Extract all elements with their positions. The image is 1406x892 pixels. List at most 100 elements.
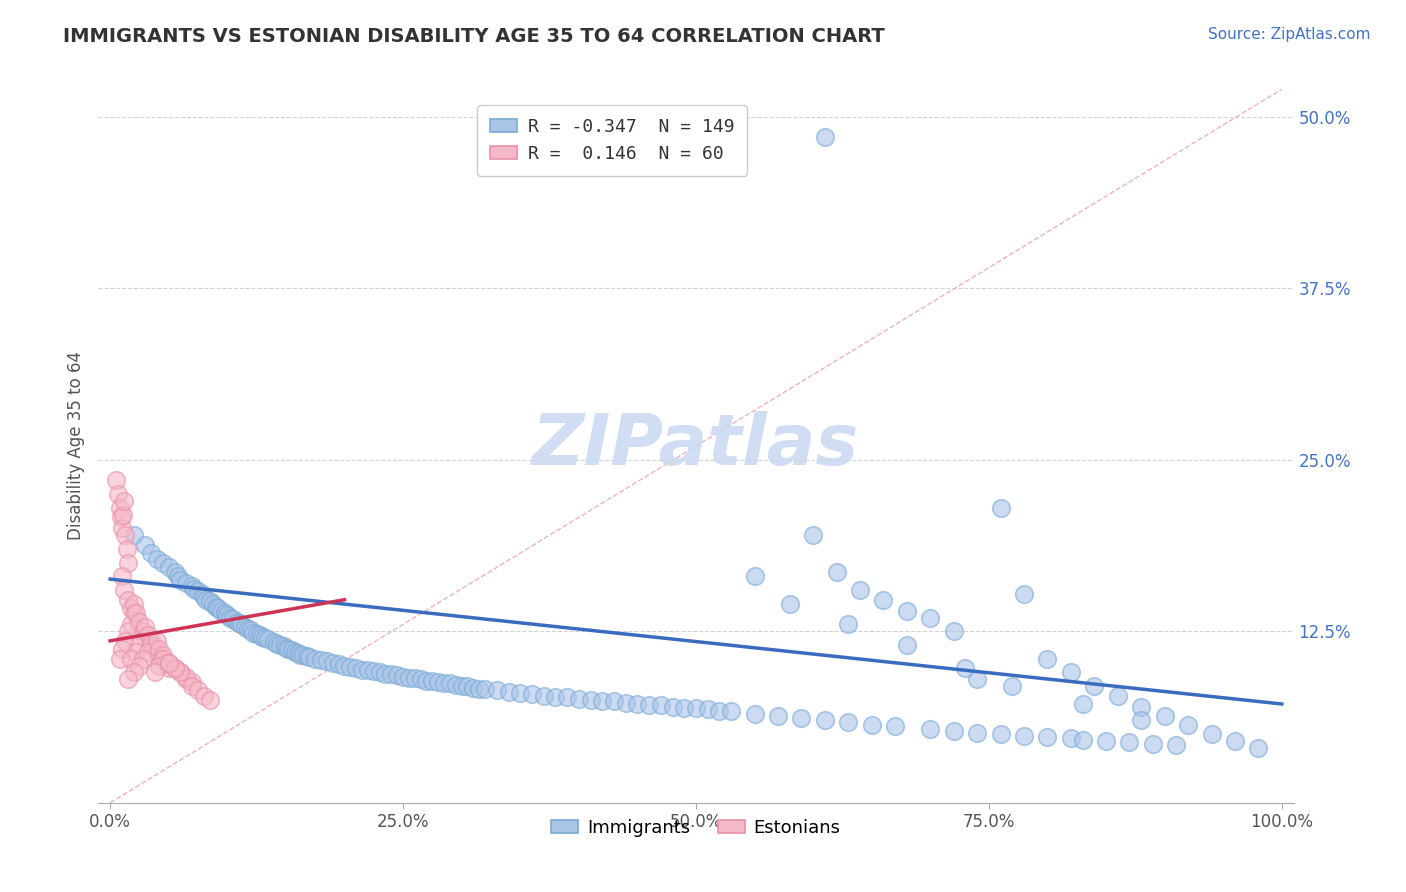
Point <box>134 631 156 645</box>
Point <box>274 640 297 655</box>
Point <box>120 617 142 632</box>
Point <box>115 541 138 556</box>
Point <box>112 508 135 522</box>
Point <box>169 665 191 680</box>
Point <box>187 584 209 599</box>
Point <box>744 569 766 583</box>
Point <box>157 661 180 675</box>
Point <box>520 687 543 701</box>
Point <box>1095 734 1118 748</box>
Point <box>790 711 813 725</box>
Point <box>344 661 367 675</box>
Point <box>1012 587 1035 601</box>
Point <box>295 648 318 663</box>
Point <box>591 694 613 708</box>
Point <box>433 676 456 690</box>
Point <box>288 648 311 662</box>
Point <box>1012 729 1035 743</box>
Point <box>114 633 136 648</box>
Point <box>257 632 280 647</box>
Point <box>143 642 166 657</box>
Point <box>485 683 508 698</box>
Point <box>152 648 174 662</box>
Point <box>207 601 229 615</box>
Point <box>141 633 163 648</box>
Point <box>456 679 478 693</box>
Point <box>108 500 131 515</box>
Point <box>1130 714 1153 728</box>
Point <box>141 546 163 560</box>
Point <box>202 597 225 611</box>
Point <box>568 691 591 706</box>
Point <box>444 678 467 692</box>
Point <box>174 669 197 683</box>
Point <box>1071 732 1094 747</box>
Point <box>404 671 426 685</box>
Point <box>132 651 155 665</box>
Point <box>128 638 150 652</box>
Point <box>368 665 391 680</box>
Point <box>298 650 321 665</box>
Point <box>287 646 309 660</box>
Point <box>544 690 567 705</box>
Point <box>849 583 872 598</box>
Point <box>779 597 801 611</box>
Point <box>187 683 209 698</box>
Point <box>233 620 256 634</box>
Point <box>709 704 731 718</box>
Point <box>1083 679 1105 693</box>
Point <box>132 624 155 639</box>
Point <box>555 690 578 705</box>
Point <box>942 724 965 739</box>
Point <box>146 648 169 662</box>
Point <box>509 686 531 700</box>
Point <box>152 651 174 665</box>
Point <box>955 661 977 675</box>
Point <box>105 473 128 487</box>
Point <box>112 583 135 598</box>
Point <box>155 656 177 670</box>
Point <box>1036 651 1059 665</box>
Point <box>439 676 461 690</box>
Point <box>136 645 159 659</box>
Point <box>122 665 145 680</box>
Point <box>339 660 361 674</box>
Point <box>112 494 135 508</box>
Point <box>148 642 170 657</box>
Point <box>638 698 661 713</box>
Point <box>218 610 240 624</box>
Point <box>134 538 156 552</box>
Point <box>107 487 129 501</box>
Point <box>111 521 134 535</box>
Point <box>181 679 204 693</box>
Point <box>650 698 672 713</box>
Point <box>860 717 883 731</box>
Point <box>385 668 409 682</box>
Point <box>392 669 415 683</box>
Point <box>920 610 942 624</box>
Point <box>1130 699 1153 714</box>
Point <box>193 689 215 703</box>
Point <box>801 528 824 542</box>
Point <box>766 709 789 723</box>
Point <box>966 726 988 740</box>
Point <box>169 665 191 680</box>
Point <box>273 640 295 654</box>
Text: ZIPatlas: ZIPatlas <box>533 411 859 481</box>
Point <box>1118 735 1140 749</box>
Point <box>190 587 212 601</box>
Point <box>246 627 269 641</box>
Point <box>122 528 145 542</box>
Point <box>427 675 450 690</box>
Point <box>661 699 683 714</box>
Point <box>328 657 350 672</box>
Point <box>242 625 264 640</box>
Point <box>1107 689 1129 703</box>
Point <box>125 645 148 659</box>
Point <box>111 569 134 583</box>
Point <box>238 622 260 636</box>
Point <box>198 693 221 707</box>
Point <box>966 673 988 687</box>
Point <box>398 671 420 685</box>
Point <box>920 722 942 736</box>
